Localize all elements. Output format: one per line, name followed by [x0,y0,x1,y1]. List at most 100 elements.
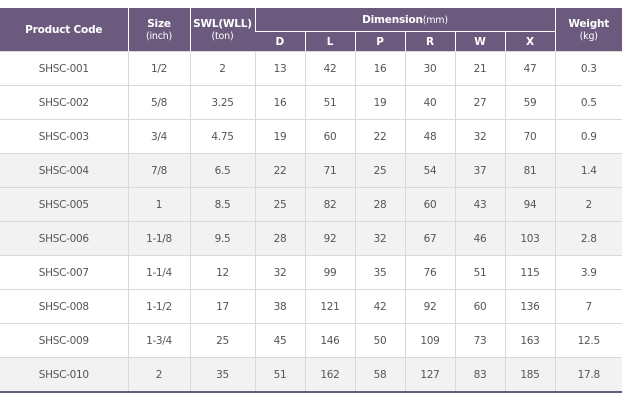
cell-p: 28 [354,187,405,222]
cell-weight: 2 [554,187,622,222]
table-body: SHSC-001 1/2 2 13 42 16 30 21 47 0.3 SHSC-002 5/8 3.… [0,51,622,393]
cell-l: 71 [304,153,355,188]
cell-d: 16 [254,85,305,120]
cell-r: 48 [404,119,455,154]
cell-size: 1 [127,187,190,222]
cell-swl: 12 [189,255,255,290]
cell-x: 59 [504,85,555,120]
table-row: SHSC-006 1-1/8 9.5 28 92 32 67 46 103 2.8 [0,221,622,256]
cell-x: 70 [504,119,555,154]
cell-swl: 35 [189,357,255,393]
cell-l: 99 [304,255,355,290]
cell-p: 58 [354,357,405,393]
cell-x: 115 [504,255,555,290]
cell-code: SHSC-004 [0,153,128,188]
cell-size: 1-1/4 [127,255,190,290]
cell-l: 42 [304,51,355,86]
cell-weight: 0.9 [554,119,622,154]
cell-code: SHSC-002 [0,85,128,120]
header-product-code: Product Code [0,8,128,52]
cell-w: 27 [454,85,505,120]
cell-code: SHSC-001 [0,51,128,86]
header-size: Size (inch) [127,8,190,52]
cell-r: 30 [404,51,455,86]
header-swl-unit: (ton) [211,30,234,42]
cell-w: 73 [454,323,505,358]
cell-l: 82 [304,187,355,222]
cell-size: 3/4 [127,119,190,154]
cell-code: SHSC-007 [0,255,128,290]
cell-weight: 17.8 [554,357,622,393]
cell-swl: 25 [189,323,255,358]
header-product-code-label: Product Code [25,23,103,36]
header-dim-r: R [404,31,455,52]
header-dimension: Dimension(mm) [254,8,555,32]
cell-p: 50 [354,323,405,358]
cell-d: 28 [254,221,305,256]
cell-x: 103 [504,221,555,256]
cell-code: SHSC-010 [0,357,128,393]
cell-r: 67 [404,221,455,256]
table-row: SHSC-005 1 8.5 25 82 28 60 43 94 2 [0,187,622,222]
product-spec-table-wrapper: Product Code Size (inch) SWL(WLL) (ton) … [0,8,622,393]
cell-l: 146 [304,323,355,358]
header-weight-unit: (kg) [579,30,598,42]
cell-code: SHSC-005 [0,187,128,222]
cell-p: 35 [354,255,405,290]
header-swl-label: SWL(WLL) [193,17,252,30]
table-row: SHSC-009 1-3/4 25 45 146 50 109 73 163 12.5 [0,323,622,358]
cell-swl: 4.75 [189,119,255,154]
cell-d: 19 [254,119,305,154]
cell-size: 2 [127,357,190,393]
cell-swl: 3.25 [189,85,255,120]
cell-d: 45 [254,323,305,358]
header-dim-w: W [454,31,505,52]
header-size-unit: (inch) [145,30,173,42]
cell-d: 13 [254,51,305,86]
cell-x: 47 [504,51,555,86]
header-dim-x: X [504,31,555,52]
cell-swl: 9.5 [189,221,255,256]
cell-p: 25 [354,153,405,188]
cell-w: 21 [454,51,505,86]
cell-r: 127 [404,357,455,393]
cell-r: 76 [404,255,455,290]
cell-x: 136 [504,289,555,324]
cell-d: 51 [254,357,305,393]
cell-size: 7/8 [127,153,190,188]
cell-p: 42 [354,289,405,324]
cell-w: 32 [454,119,505,154]
cell-swl: 2 [189,51,255,86]
cell-swl: 17 [189,289,255,324]
header-weight: Weight (kg) [554,8,622,52]
cell-w: 60 [454,289,505,324]
cell-r: 92 [404,289,455,324]
cell-d: 22 [254,153,305,188]
cell-r: 40 [404,85,455,120]
header-weight-label: Weight [568,17,610,30]
cell-size: 1-1/2 [127,289,190,324]
cell-r: 54 [404,153,455,188]
cell-swl: 6.5 [189,153,255,188]
header-dim-l: L [304,31,355,52]
cell-d: 32 [254,255,305,290]
cell-r: 60 [404,187,455,222]
cell-d: 25 [254,187,305,222]
cell-code: SHSC-003 [0,119,128,154]
cell-l: 162 [304,357,355,393]
cell-w: 37 [454,153,505,188]
header-dimension-unit: (mm) [422,14,448,26]
cell-code: SHSC-008 [0,289,128,324]
cell-w: 83 [454,357,505,393]
cell-code: SHSC-009 [0,323,128,358]
cell-size: 1-1/8 [127,221,190,256]
cell-p: 32 [354,221,405,256]
cell-l: 92 [304,221,355,256]
cell-size: 1/2 [127,51,190,86]
header-dim-d: D [255,31,305,52]
cell-weight: 1.4 [554,153,622,188]
cell-l: 60 [304,119,355,154]
cell-size: 1-3/4 [127,323,190,358]
cell-x: 163 [504,323,555,358]
